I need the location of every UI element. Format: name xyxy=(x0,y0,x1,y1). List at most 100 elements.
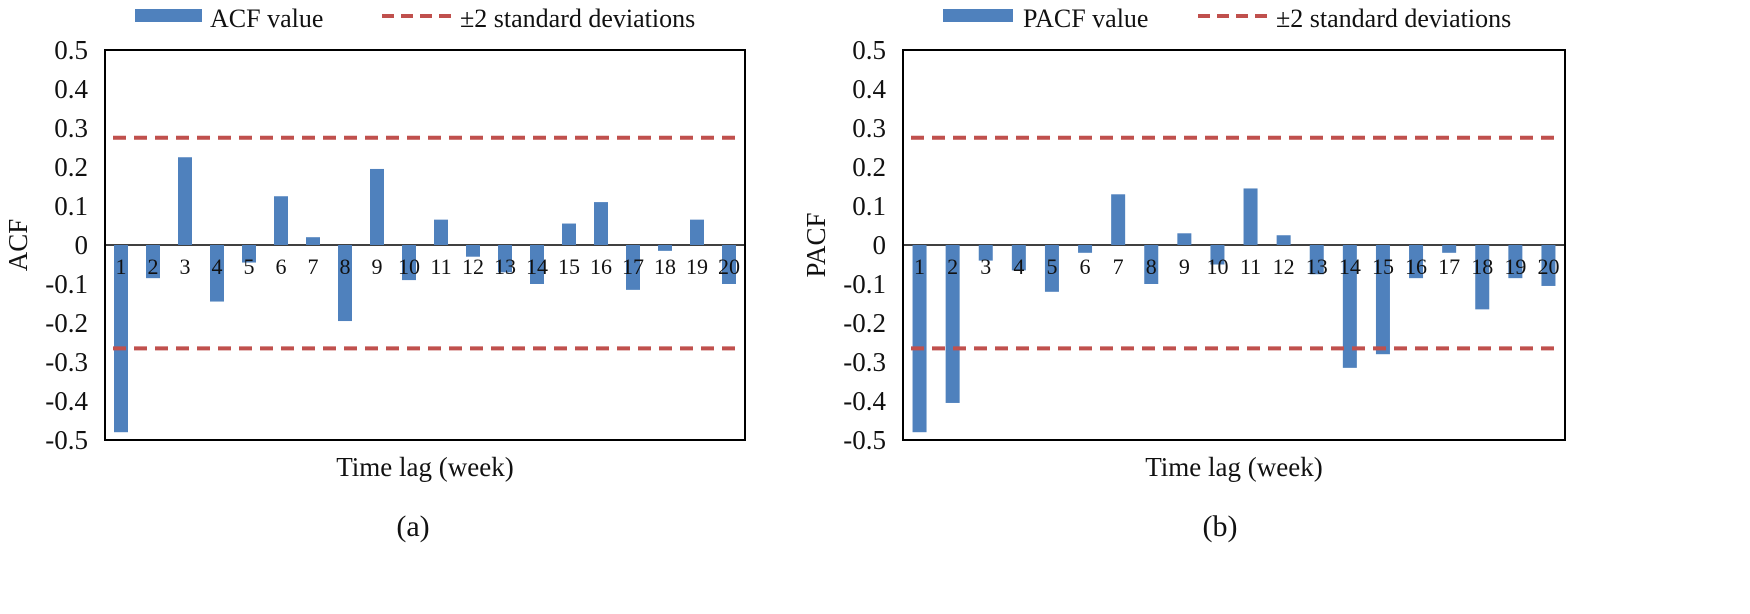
category-label: 18 xyxy=(654,254,676,279)
category-label: 20 xyxy=(1537,254,1559,279)
bar-lag-2 xyxy=(945,245,960,403)
legend-band-label-b: ±2 standard deviations xyxy=(1276,4,1511,33)
bar-lag-5 xyxy=(1044,245,1059,292)
y-tick-label: -0.2 xyxy=(45,308,88,338)
bar-lag-5 xyxy=(242,245,256,263)
bar-lag-16 xyxy=(1409,245,1424,279)
y-tick-label: 0.5 xyxy=(852,35,886,65)
bar-lag-12 xyxy=(466,245,480,257)
category-label: 8 xyxy=(340,254,351,279)
bar-lag-13 xyxy=(1309,245,1324,275)
y-axis-ticks-b: 0.5 0.4 0.3 0.2 0.1 0 -0.1 -0.2 -0.3 -0.4 -0.5 xyxy=(843,35,886,455)
bar-lag-18 xyxy=(658,245,672,251)
category-label: 15 xyxy=(1372,254,1394,279)
category-label: 6 xyxy=(1080,254,1091,279)
legend-a: ACF value ±2 standard deviations xyxy=(135,4,695,33)
legend-bar-label-a: ACF value xyxy=(210,4,323,33)
y-tick-label: 0.1 xyxy=(54,191,88,221)
category-label: 2 xyxy=(148,254,159,279)
bar-lag-13 xyxy=(498,245,512,273)
category-label: 19 xyxy=(1504,254,1526,279)
category-label: 11 xyxy=(430,254,451,279)
legend-bar-swatch-a xyxy=(135,9,202,22)
category-labels-b: 1 2 3 4 5 6 7 8 9 10 11 12 13 14 15 16 17 18 19 20 xyxy=(914,254,1559,279)
bar-lag-7 xyxy=(306,237,320,245)
y-axis-label-a: ACF xyxy=(3,219,33,272)
category-label: 12 xyxy=(462,254,484,279)
y-tick-label: 0.1 xyxy=(852,191,886,221)
y-tick-label: 0.2 xyxy=(852,152,886,182)
category-label: 7 xyxy=(1113,254,1124,279)
category-label: 8 xyxy=(1146,254,1157,279)
bar-lag-7 xyxy=(1111,194,1126,245)
y-tick-label: -0.5 xyxy=(843,425,886,455)
y-tick-label: 0.4 xyxy=(852,74,886,104)
category-label: 18 xyxy=(1471,254,1493,279)
bar-lag-17 xyxy=(626,245,640,290)
category-label: 1 xyxy=(914,254,925,279)
category-label: 7 xyxy=(308,254,319,279)
category-label: 5 xyxy=(1046,254,1057,279)
category-label: 20 xyxy=(718,254,740,279)
bar-lag-11 xyxy=(1243,188,1258,245)
panel-label-a: (a) xyxy=(396,510,429,543)
bar-lag-8 xyxy=(1144,245,1159,284)
y-tick-label: -0.1 xyxy=(843,269,886,299)
bar-lag-8 xyxy=(338,245,352,322)
category-label: 4 xyxy=(1013,254,1024,279)
legend-b: PACF value ±2 standard deviations xyxy=(943,4,1511,33)
bar-lag-10 xyxy=(402,245,416,281)
category-label: 1 xyxy=(116,254,127,279)
category-label: 10 xyxy=(398,254,420,279)
bar-lag-3 xyxy=(178,157,192,245)
category-label: 14 xyxy=(526,254,548,279)
bar-lag-19 xyxy=(690,219,704,245)
category-labels-a: 1 2 3 4 5 6 7 8 9 10 11 12 13 14 15 16 17 18 19 20 xyxy=(116,254,741,279)
category-label: 16 xyxy=(1405,254,1427,279)
bar-lag-17 xyxy=(1442,245,1457,253)
bar-lag-20 xyxy=(722,245,736,284)
bar-lag-3 xyxy=(978,245,993,261)
bar-lag-15 xyxy=(562,223,576,245)
category-label: 17 xyxy=(622,254,644,279)
bar-lag-14 xyxy=(1342,245,1357,368)
bar-lag-4 xyxy=(1011,245,1026,271)
category-label: 11 xyxy=(1240,254,1261,279)
y-tick-label: 0 xyxy=(75,230,89,260)
category-label: 10 xyxy=(1206,254,1228,279)
band-lines-a xyxy=(113,135,737,351)
bar-lag-12 xyxy=(1276,235,1291,245)
x-axis-label-b: Time lag (week) xyxy=(1145,452,1322,482)
category-label: 3 xyxy=(980,254,991,279)
bar-lag-2 xyxy=(146,245,160,279)
bar-lag-6 xyxy=(1078,245,1093,253)
y-tick-label: -0.3 xyxy=(843,347,886,377)
legend-bar-label-b: PACF value xyxy=(1023,4,1148,33)
category-label: 2 xyxy=(947,254,958,279)
y-tick-label: -0.1 xyxy=(45,269,88,299)
bar-lag-11 xyxy=(434,219,448,245)
category-label: 16 xyxy=(590,254,612,279)
y-tick-label: -0.3 xyxy=(45,347,88,377)
category-label: 9 xyxy=(1179,254,1190,279)
y-tick-label: 0.3 xyxy=(852,113,886,143)
chart-panel-a: ACF value ±2 standard deviations 0.5 0.4 0… xyxy=(3,4,746,543)
category-label: 19 xyxy=(686,254,708,279)
category-label: 17 xyxy=(1438,254,1460,279)
y-tick-label: 0.5 xyxy=(54,35,88,65)
bar-lag-6 xyxy=(274,196,288,245)
y-tick-label: -0.4 xyxy=(45,386,88,416)
chart-panel-b: PACF value ±2 standard deviations 0.5 0.4… xyxy=(801,4,1566,543)
bar-lag-15 xyxy=(1375,245,1390,355)
y-axis-ticks-a: 0.5 0.4 0.3 0.2 0.1 0 -0.1 -0.2 -0.3 -0.4 -0.5 xyxy=(45,35,88,455)
bar-lag-9 xyxy=(370,168,384,245)
category-label: 15 xyxy=(558,254,580,279)
category-label: 5 xyxy=(244,254,255,279)
category-label: 4 xyxy=(212,254,223,279)
bars-a xyxy=(114,157,736,433)
category-label: 13 xyxy=(494,254,516,279)
y-tick-label: 0.3 xyxy=(54,113,88,143)
y-tick-label: 0.4 xyxy=(54,74,88,104)
bar-lag-9 xyxy=(1177,233,1192,245)
